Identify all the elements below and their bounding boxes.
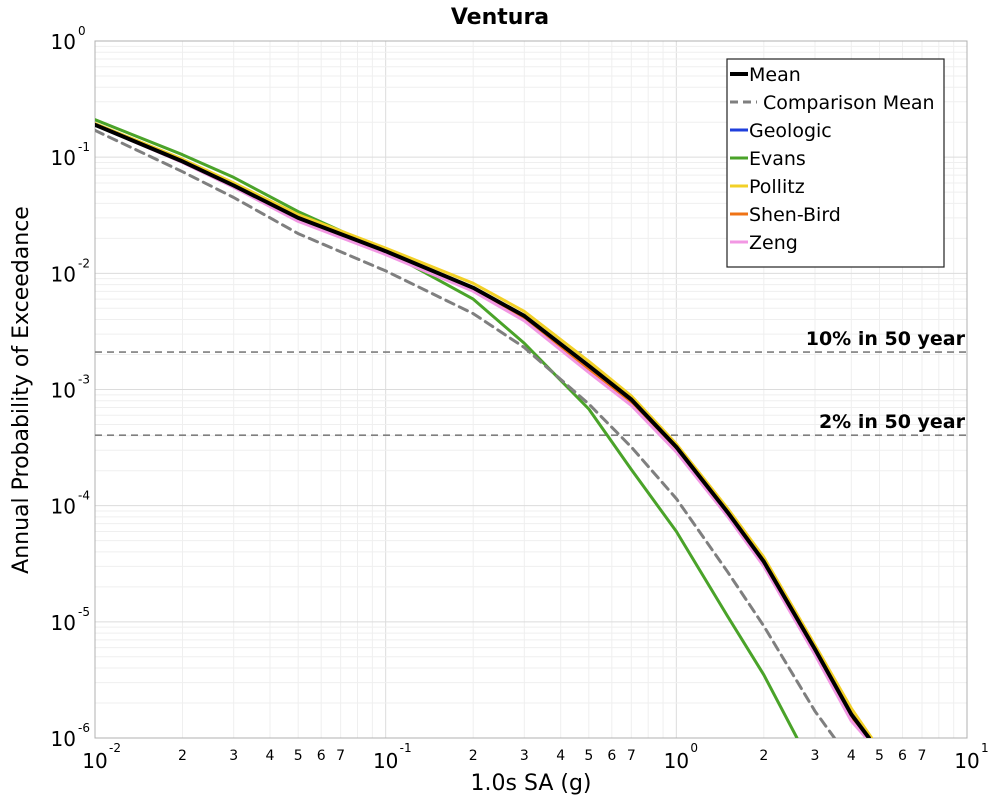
- x-minor-tick-label: 2: [469, 748, 478, 764]
- grid: [94, 41, 967, 739]
- legend: Mean Comparison Mean Geologic Evans Pollitz S…: [726, 58, 945, 268]
- y-tick-label: 10: [51, 495, 76, 519]
- reference-line-label: 2% in 50 year: [819, 411, 966, 433]
- y-tick-exponent: -6: [78, 721, 90, 735]
- x-minor-tick-label: 7: [918, 748, 927, 764]
- chart-title: Ventura: [451, 5, 549, 30]
- legend-label: Zeng: [749, 232, 798, 254]
- x-minor-tick-label: 2: [759, 748, 768, 764]
- plot-area: [94, 40, 968, 739]
- y-tick-label: 10: [51, 379, 76, 403]
- x-tick-label: 10: [954, 749, 979, 773]
- x-minor-tick-label: 6: [607, 748, 616, 764]
- x-tick-label: 10: [664, 749, 689, 773]
- x-minor-tick-label: 7: [336, 748, 345, 764]
- legend-label: Shen-Bird: [749, 204, 841, 226]
- y-axis-label: Annual Probability of Exceedance: [9, 206, 34, 574]
- x-minor-tick-label: 4: [556, 748, 565, 764]
- x-minor-tick-label: 5: [294, 748, 303, 764]
- y-tick-exponent: -4: [78, 489, 90, 503]
- x-tick-label: 10: [82, 749, 107, 773]
- series-line-evans: [95, 118, 799, 738]
- y-tick-exponent: -3: [78, 373, 90, 387]
- series-line-pollitz: [95, 122, 874, 738]
- x-minor-tick-label: 3: [229, 748, 238, 764]
- series-line-mean: [95, 122, 871, 738]
- y-tick-exponent: -1: [78, 140, 90, 154]
- x-minor-tick-label: 4: [847, 748, 856, 764]
- reference-line-label: 10% in 50 year: [806, 328, 966, 350]
- x-minor-tick-label: 5: [875, 748, 884, 764]
- y-tick-exponent: -2: [78, 256, 90, 270]
- x-minor-tick-label: 2: [178, 748, 187, 764]
- legend-label: Evans: [749, 148, 806, 170]
- x-minor-tick-label: 3: [520, 748, 529, 764]
- legend-label: Mean: [749, 64, 801, 86]
- x-minor-tick-label: 5: [584, 748, 593, 764]
- legend-label: Comparison Mean: [763, 92, 935, 114]
- x-tick-label: 10: [373, 749, 398, 773]
- y-tick-label: 10: [51, 611, 76, 635]
- reference-lines: 10% in 50 year 2% in 50 year: [95, 328, 967, 437]
- legend-label: Pollitz: [749, 176, 805, 198]
- legend-box: [726, 58, 945, 268]
- x-minor-tick-label: 4: [266, 748, 275, 764]
- x-tick-exponent: -1: [400, 741, 412, 755]
- series-lines: [95, 118, 874, 738]
- y-tick-exponent: 0: [78, 24, 86, 38]
- x-axis-label: 1.0s SA (g): [471, 771, 592, 796]
- x-tick-exponent: -2: [109, 741, 121, 755]
- x-minor-tick-label: 3: [811, 748, 820, 764]
- y-tick-label: 10: [51, 262, 76, 286]
- x-tick-exponent: 0: [690, 741, 698, 755]
- series-line-zeng: [95, 123, 868, 738]
- x-minor-tick-label: 6: [317, 748, 326, 764]
- y-tick-label: 10: [51, 30, 76, 54]
- x-minor-tick-label: 7: [627, 748, 636, 764]
- legend-label: Geologic: [749, 120, 832, 142]
- x-tick-exponent: 1: [981, 741, 989, 755]
- y-tick-label: 10: [51, 727, 76, 751]
- y-tick-label: 10: [51, 146, 76, 170]
- x-minor-tick-label: 6: [898, 748, 907, 764]
- y-tick-exponent: -5: [78, 605, 90, 619]
- series-line-comparison-mean: [95, 128, 836, 738]
